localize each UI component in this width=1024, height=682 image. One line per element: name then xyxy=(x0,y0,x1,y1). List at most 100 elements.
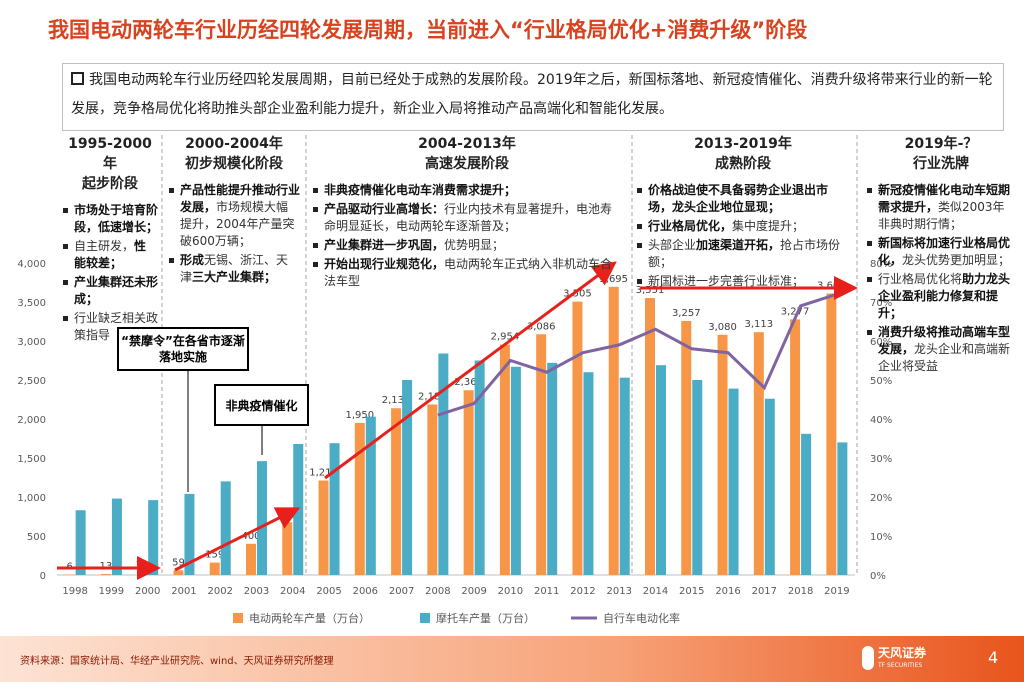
bullet-text: 行业格局优化， xyxy=(648,219,733,233)
phase-period: 1995-2000年 xyxy=(68,136,152,172)
footer: 资料来源：国家统计局、华经产业研究院、wind、天风证券研究所整理 天风证券 T… xyxy=(0,636,1024,682)
x-tick-label: 2005 xyxy=(316,586,341,597)
phase-bullet: 行业缺乏相关政策指导 xyxy=(62,310,158,344)
x-tick-label: 2014 xyxy=(643,586,668,597)
data-label: 3,277 xyxy=(781,306,810,317)
bar xyxy=(801,433,812,575)
x-tick-label: 2004 xyxy=(280,586,305,597)
bullet-text: 优势明显； xyxy=(444,238,505,252)
phase-stage: 高速发展阶段 xyxy=(425,156,509,172)
x-tick-label: 2010 xyxy=(498,586,523,597)
phase-stage: 成熟阶段 xyxy=(715,156,771,172)
annotation-box xyxy=(214,384,309,426)
bar xyxy=(753,332,764,575)
y-tick-label: 2,500 xyxy=(17,376,46,387)
bullet-text: 龙头优势更加明显； xyxy=(902,253,1011,267)
phase-bullet: 行业格局优化，集中度提升； xyxy=(636,218,850,235)
legend-swatch xyxy=(420,613,430,623)
phase-bullet: 非典疫情催化电动车消费需求提升； xyxy=(312,182,622,199)
y2-tick-label: 70% xyxy=(870,298,892,309)
data-label: 3,113 xyxy=(744,319,773,330)
x-tick-label: 2009 xyxy=(461,586,486,597)
y2-tick-label: 60% xyxy=(870,337,892,348)
x-tick-label: 2008 xyxy=(425,586,450,597)
x-tick-label: 2006 xyxy=(353,586,378,597)
y-tick-label: 1,500 xyxy=(17,454,46,465)
bar xyxy=(510,366,521,575)
bullet-text: 形成 xyxy=(180,253,205,267)
bullet-text: 新国标进一步完善行业标准； xyxy=(648,274,805,288)
y2-tick-label: 50% xyxy=(870,376,892,387)
x-tick-label: 2001 xyxy=(171,586,196,597)
bar xyxy=(645,298,655,575)
bullet-text: 加速渠道开拓， xyxy=(696,238,781,252)
phase-period: 2000-2004年 xyxy=(185,136,283,152)
data-label: 400 xyxy=(241,531,260,542)
data-label: 2,954 xyxy=(491,332,520,343)
y-tick-label: 500 xyxy=(27,532,46,543)
bar xyxy=(717,334,728,575)
x-tick-label: 2003 xyxy=(244,586,269,597)
bullet-text: 新国标将加速行业格局优化， xyxy=(878,236,1011,267)
phase-bullet: 头部企业加速渠道开拓，抢占市场份额； xyxy=(636,237,850,271)
intro-text: 我国电动两轮车行业历经四轮发展周期，目前已经处于成熟的发展阶段。2019年之后，… xyxy=(71,72,993,117)
y-tick-label: 4,000 xyxy=(17,259,46,270)
data-label: 2,369 xyxy=(454,377,483,388)
phase-period: 2019年-？ xyxy=(904,136,978,152)
bullet-text: 市场规模大幅提升，2004年产量突破600万辆； xyxy=(180,200,295,248)
y2-tick-label: 10% xyxy=(870,532,892,543)
bar xyxy=(111,498,122,575)
phase-bullet: 新冠疫情催化电动车短期需求提升，类似2003年非典时期行情； xyxy=(866,182,1016,233)
phase-stage: 起步阶段 xyxy=(82,176,138,192)
source-note: 资料来源：国家统计局、华经产业研究院、wind、天风证券研究所整理 xyxy=(20,656,334,667)
y2-tick-label: 80% xyxy=(870,259,892,270)
bar xyxy=(184,493,195,575)
y2-tick-label: 40% xyxy=(870,415,892,426)
bullet-text: 产业集群还未形成； xyxy=(74,275,159,306)
bar xyxy=(282,522,293,575)
phase-bullet: 开始出现行业规范化，电动两轮车正式纳入非机动车合法车型 xyxy=(312,256,622,290)
x-tick-label: 2017 xyxy=(752,586,777,597)
bullet-text: 三大产业集群； xyxy=(192,270,277,284)
bar xyxy=(137,572,148,575)
line-series xyxy=(437,292,838,417)
bar xyxy=(837,442,848,575)
phase-bullet: 市场处于培育阶段，低速增长； xyxy=(62,202,158,236)
data-label: 2,138 xyxy=(382,395,411,406)
bullet-text: 性能较差； xyxy=(74,239,147,270)
bar xyxy=(246,543,256,575)
bar xyxy=(728,388,739,575)
y2-tick-label: 0% xyxy=(870,571,886,582)
bar xyxy=(209,562,220,575)
legend-swatch xyxy=(233,613,243,623)
annotation-text: 非典疫情催化 xyxy=(225,399,298,413)
data-label: 1,211 xyxy=(309,468,338,479)
bar xyxy=(474,360,485,575)
bullet-text: 产业集群进一步巩固， xyxy=(324,238,445,252)
bar xyxy=(826,293,837,575)
logo-en: TF SECURITIES xyxy=(878,662,923,669)
bullet-text: 产品性能提升推动行业发展， xyxy=(180,183,301,214)
phase-bullet: 行业格局优化将助力龙头企业盈利能力修复和提升； xyxy=(866,271,1016,322)
bullet-text: 自主研发， xyxy=(74,239,135,253)
x-tick-label: 2007 xyxy=(389,586,414,597)
bullet-text: 助力龙头企业盈利能力修复和提升； xyxy=(878,272,1011,320)
data-label: 3,505 xyxy=(563,289,592,300)
bar xyxy=(692,380,703,575)
phase-bullet: 自主研发，性能较差； xyxy=(62,238,158,272)
x-tick-label: 1998 xyxy=(62,586,87,597)
bar xyxy=(173,570,184,575)
bar xyxy=(75,510,86,575)
x-tick-label: 2012 xyxy=(570,586,595,597)
phase-period: 2013-2019年 xyxy=(694,136,792,152)
bullet-text: 抢占市场份额； xyxy=(648,238,841,269)
bullet-text: 行业内技术有显著提升，电池寿命明显延长，电动两轮车逐渐普及； xyxy=(324,202,613,233)
bar xyxy=(293,443,304,575)
data-label: 59 xyxy=(172,557,185,568)
bar xyxy=(354,422,365,575)
annotation-box xyxy=(117,327,249,371)
y-tick-label: 1,000 xyxy=(17,493,46,504)
x-tick-label: 1999 xyxy=(99,586,124,597)
bar xyxy=(329,443,340,575)
legend-label: 自行车电动化率 xyxy=(603,611,680,625)
